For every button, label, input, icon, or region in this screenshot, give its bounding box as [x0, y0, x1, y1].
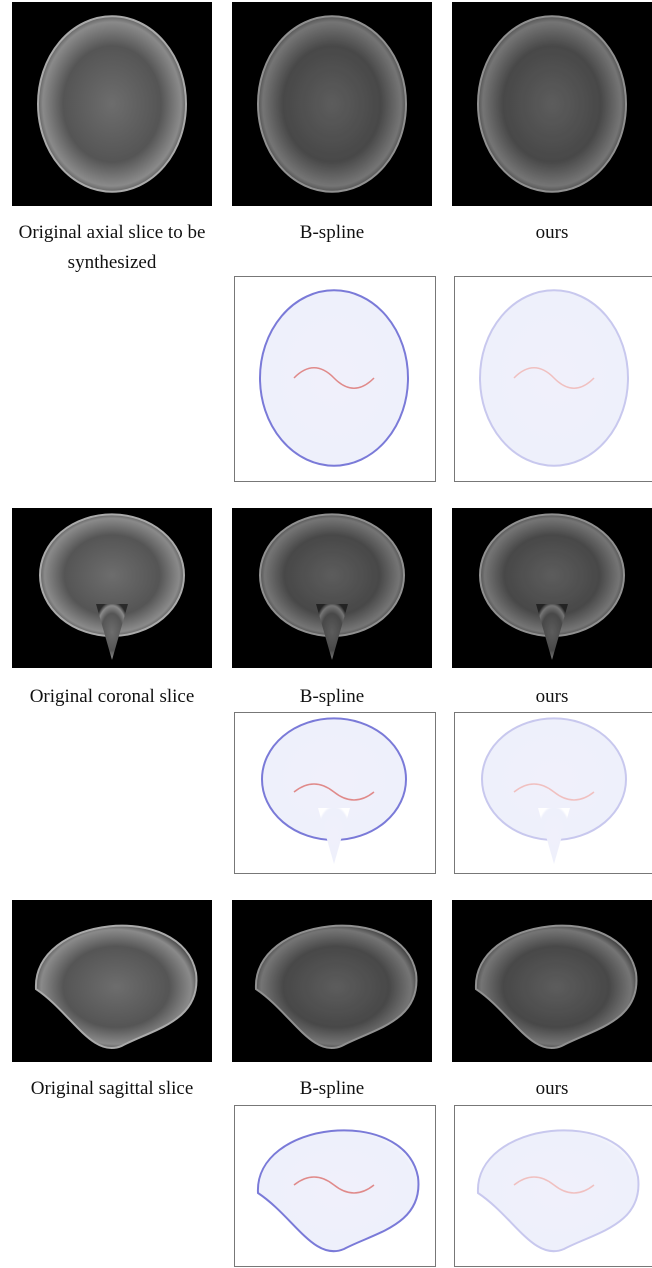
- difference-map: [454, 276, 652, 482]
- caption: ours: [446, 218, 652, 248]
- mri-slice: [232, 508, 432, 668]
- difference-map: [234, 276, 436, 482]
- mri-slice: [452, 2, 652, 206]
- mri-slice: [232, 2, 432, 206]
- mri-slice: [452, 900, 652, 1062]
- caption: Original axial slice to be synthesized: [6, 218, 218, 278]
- difference-map: [234, 1105, 436, 1267]
- caption: B-spline: [226, 1074, 438, 1104]
- head: [478, 16, 626, 191]
- difference-map: [454, 1105, 652, 1267]
- caption: B-spline: [226, 682, 438, 712]
- mri-slice: [452, 508, 652, 668]
- caption: B-spline: [226, 218, 438, 248]
- mri-slice: [232, 900, 432, 1062]
- mri-slice: [12, 900, 212, 1062]
- brain-shape: [478, 16, 626, 191]
- difference-map: [454, 712, 652, 874]
- caption: Original coronal slice: [6, 682, 218, 712]
- brain-shape: [258, 16, 406, 191]
- mri-slice: [12, 2, 212, 206]
- caption: ours: [446, 1074, 652, 1104]
- caption: Original sagittal slice: [6, 1074, 218, 1104]
- difference-map: [234, 712, 436, 874]
- head: [38, 16, 186, 191]
- mri-slice: [12, 508, 212, 668]
- caption: ours: [446, 682, 652, 712]
- brain-shape: [38, 16, 186, 191]
- figure: {"figure": {"groups": [ {"captions": ["O…: [0, 0, 652, 1268]
- head: [258, 16, 406, 191]
